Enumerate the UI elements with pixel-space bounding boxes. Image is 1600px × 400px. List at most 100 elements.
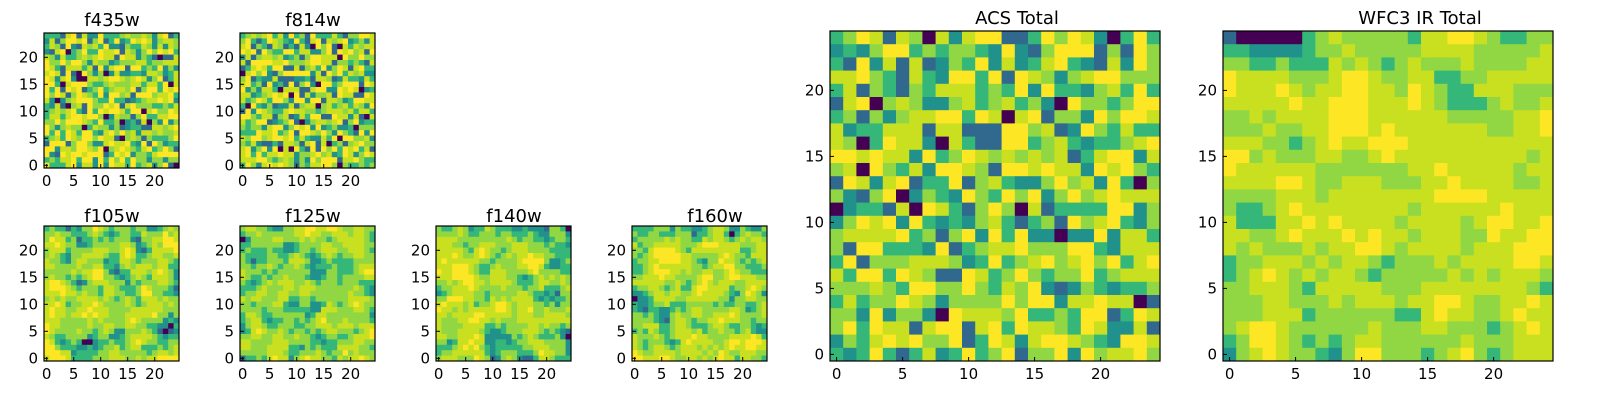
heatmap-cell bbox=[729, 350, 735, 356]
heatmap-cell bbox=[1341, 31, 1356, 45]
heatmap-cell bbox=[65, 344, 72, 351]
heatmap-cell bbox=[484, 344, 491, 351]
heatmap-cell bbox=[358, 263, 365, 270]
heatmap-cell bbox=[92, 258, 99, 265]
heatmap-cell bbox=[326, 33, 333, 39]
heatmap-cell bbox=[1094, 255, 1108, 269]
heatmap-cell bbox=[473, 263, 480, 270]
heatmap-cell bbox=[756, 355, 762, 362]
heatmap-cell bbox=[342, 236, 349, 243]
heatmap-cell bbox=[277, 274, 284, 281]
heatmap-cell bbox=[103, 242, 110, 248]
heatmap-cell bbox=[81, 296, 88, 302]
heatmap-cell bbox=[152, 301, 158, 308]
heatmap-cell bbox=[975, 215, 989, 230]
heatmap-cell bbox=[554, 350, 561, 356]
heatmap-cell bbox=[272, 344, 279, 351]
heatmap-cell bbox=[1041, 202, 1055, 217]
heatmap-cell bbox=[1473, 44, 1488, 58]
heatmap-cell bbox=[441, 334, 448, 340]
heatmap-cell bbox=[463, 242, 469, 248]
heatmap-cell bbox=[1275, 202, 1290, 217]
heatmap-cell bbox=[1054, 149, 1068, 164]
heatmap-cell bbox=[261, 49, 268, 55]
heatmap-cell bbox=[81, 301, 88, 308]
heatmap-cell bbox=[130, 312, 137, 319]
heatmap-cell bbox=[734, 350, 741, 356]
heatmap-cell bbox=[173, 60, 180, 66]
heatmap-cell bbox=[250, 130, 257, 136]
heatmap-cell bbox=[272, 334, 279, 340]
heatmap-cell bbox=[364, 344, 370, 351]
heatmap-cell bbox=[326, 263, 333, 270]
heatmap-cell bbox=[342, 65, 349, 72]
heatmap-cell bbox=[1041, 70, 1055, 85]
heatmap-cell bbox=[560, 226, 566, 232]
heatmap-cell bbox=[288, 231, 295, 238]
heatmap-cell bbox=[1054, 347, 1068, 362]
heatmap-cell bbox=[664, 312, 671, 319]
heatmap-cell bbox=[1080, 229, 1095, 243]
heatmap-cell bbox=[348, 350, 354, 356]
heatmap-cell bbox=[1447, 189, 1461, 203]
heatmap-cell bbox=[473, 258, 480, 265]
heatmap-cell bbox=[141, 242, 147, 248]
panel-title: WFC3 IR Total bbox=[1358, 8, 1481, 29]
heatmap-cell bbox=[130, 108, 137, 115]
heatmap-cell bbox=[358, 141, 365, 147]
heatmap-cell bbox=[1146, 202, 1161, 217]
y-tick-label: 10 bbox=[411, 295, 430, 313]
heatmap-cell bbox=[1315, 57, 1329, 71]
heatmap-cell bbox=[560, 236, 566, 243]
heatmap-cell bbox=[1500, 44, 1514, 58]
heatmap-cell bbox=[321, 38, 327, 45]
heatmap-cell bbox=[896, 202, 910, 217]
heatmap-cell bbox=[756, 296, 762, 302]
heatmap-cell bbox=[283, 157, 289, 163]
heatmap-cell bbox=[277, 135, 284, 142]
heatmap-cell bbox=[511, 274, 518, 281]
heatmap-cell bbox=[299, 157, 306, 163]
heatmap-cell bbox=[71, 157, 77, 163]
heatmap-cell bbox=[468, 269, 475, 275]
heatmap-cell bbox=[240, 253, 246, 259]
heatmap-cell bbox=[130, 124, 137, 131]
heatmap-cell bbox=[76, 119, 83, 126]
heatmap-cell bbox=[162, 33, 169, 39]
heatmap-cell bbox=[718, 307, 725, 313]
heatmap-cell bbox=[686, 263, 692, 270]
heatmap-cell bbox=[114, 103, 120, 109]
heatmap-cell bbox=[669, 258, 676, 265]
heatmap-cell bbox=[240, 146, 246, 153]
heatmap-cell bbox=[734, 231, 741, 238]
heatmap-cell bbox=[294, 103, 300, 109]
heatmap-cell bbox=[659, 226, 665, 232]
heatmap-cell bbox=[1315, 176, 1329, 190]
heatmap-cell bbox=[740, 269, 746, 275]
heatmap-cell bbox=[517, 263, 523, 270]
heatmap-cell bbox=[648, 274, 654, 281]
heatmap-cell bbox=[659, 247, 665, 254]
heatmap-cell bbox=[1107, 215, 1121, 230]
heatmap-cell bbox=[299, 323, 306, 329]
heatmap-cell bbox=[240, 76, 246, 82]
heatmap-cell bbox=[707, 269, 714, 275]
heatmap-cell bbox=[267, 323, 273, 329]
heatmap-cell bbox=[1394, 149, 1409, 164]
heatmap-cell bbox=[342, 135, 349, 142]
heatmap-cell bbox=[538, 307, 545, 313]
heatmap-cell bbox=[1028, 149, 1042, 164]
heatmap-cell bbox=[544, 339, 550, 346]
heatmap-cell bbox=[745, 312, 752, 319]
heatmap-cell bbox=[76, 334, 83, 340]
heatmap-cells bbox=[240, 226, 376, 362]
heatmap-cell bbox=[114, 307, 120, 313]
heatmap-cell bbox=[538, 323, 545, 329]
heatmap-cell bbox=[369, 258, 376, 265]
heatmap-cell bbox=[114, 54, 120, 61]
heatmap-cell bbox=[446, 236, 453, 243]
heatmap-cell bbox=[81, 33, 88, 39]
heatmap-cell bbox=[1001, 295, 1016, 309]
heatmap-cell bbox=[680, 285, 687, 292]
heatmap-cell bbox=[44, 334, 50, 340]
